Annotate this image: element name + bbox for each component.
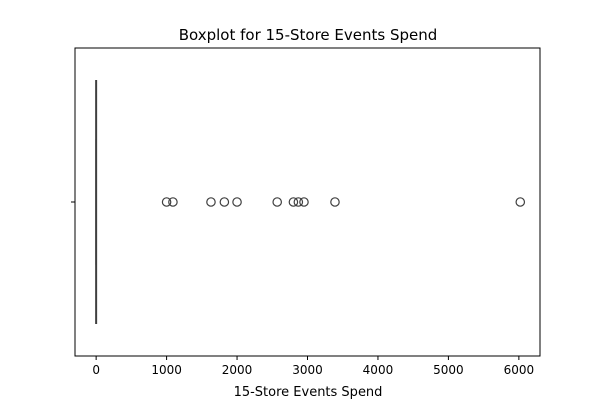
- x-tick-label: 5000: [433, 363, 464, 377]
- outlier-point: [161, 197, 172, 207]
- x-tick-label: 1000: [151, 363, 182, 377]
- outlier-point: [515, 197, 526, 207]
- outlier-point: [232, 197, 242, 207]
- outlier-point: [272, 197, 283, 207]
- outlier-point: [219, 197, 230, 207]
- x-tick-label: 4000: [363, 363, 394, 377]
- x-tick-label: 0: [92, 363, 100, 377]
- x-axis-label: 15-Store Events Spend: [234, 385, 383, 400]
- x-tick-label: 6000: [504, 363, 535, 377]
- outlier-point: [168, 197, 178, 207]
- outlier-point: [330, 197, 340, 207]
- outlier-point: [288, 197, 299, 207]
- outlier-point: [299, 197, 309, 207]
- outlier-points: [161, 197, 526, 207]
- x-tick-label: 2000: [222, 363, 253, 377]
- outlier-point: [293, 197, 304, 207]
- chart-title: Boxplot for 15-Store Events Spend: [179, 26, 438, 44]
- x-tick-label: 3000: [292, 363, 323, 377]
- outlier-point: [206, 197, 216, 207]
- plot-area-frame: [74, 47, 541, 357]
- x-axis-ticks: 0 1000 2000 3000 4000 5000 6000: [92, 356, 534, 377]
